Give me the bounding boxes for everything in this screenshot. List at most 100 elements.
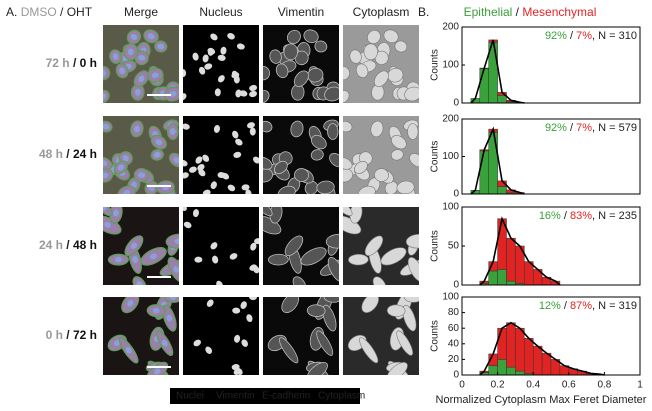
cell xyxy=(396,180,415,194)
bar-segment xyxy=(506,322,516,368)
dmso-label: DMSO xyxy=(21,5,57,19)
cell xyxy=(343,121,353,133)
annotation: 12% / 87%, N = 319 xyxy=(539,300,637,312)
nucleus xyxy=(235,138,243,146)
column-header: Vimentin xyxy=(278,5,324,19)
oht-label: / OHT xyxy=(57,5,93,19)
micrograph xyxy=(183,25,259,103)
cell xyxy=(355,63,369,78)
y-tick-label: 60 xyxy=(448,323,460,334)
micrograph xyxy=(103,297,179,375)
cells xyxy=(343,119,419,194)
separator: / xyxy=(567,30,576,42)
nucleus xyxy=(169,297,177,300)
cell xyxy=(386,304,406,317)
cells xyxy=(267,297,339,375)
cell xyxy=(279,337,299,364)
dmso-time: 0 h xyxy=(46,328,63,342)
nucleus xyxy=(127,48,134,56)
nucleus xyxy=(113,339,121,346)
nucleus xyxy=(103,69,106,77)
micrograph xyxy=(343,297,419,375)
nucleus xyxy=(130,33,138,41)
panel-a-header: A. DMSO / OHT xyxy=(6,5,93,19)
separator: / xyxy=(63,238,73,252)
cell xyxy=(294,168,309,182)
micrograph xyxy=(263,207,339,285)
nucleus xyxy=(253,156,259,164)
separator: / xyxy=(63,147,73,161)
cell xyxy=(403,297,419,303)
cells xyxy=(103,119,179,194)
cell xyxy=(361,297,379,313)
bar-segment xyxy=(541,352,552,376)
cell xyxy=(303,29,319,44)
dmso-time: 48 h xyxy=(39,147,63,161)
nucleus xyxy=(192,209,199,218)
cell xyxy=(380,247,407,266)
nucleus xyxy=(103,123,110,130)
micrograph xyxy=(263,297,339,375)
cell xyxy=(407,123,419,140)
cell xyxy=(349,49,362,64)
annotation: 92% / 7%, N = 310 xyxy=(545,30,637,42)
epithelial-pct: 92% xyxy=(545,122,567,134)
cell xyxy=(404,86,419,102)
nucleus xyxy=(249,90,257,98)
dmso-time: 24 h xyxy=(39,238,63,252)
cell xyxy=(329,153,339,168)
cell xyxy=(343,66,350,81)
nucleus xyxy=(152,307,160,314)
nucleus xyxy=(174,238,179,244)
cell xyxy=(286,29,301,45)
image-bg xyxy=(183,25,259,103)
nucleus xyxy=(127,299,134,307)
nucleus xyxy=(125,346,132,354)
panel-label: A. xyxy=(6,5,17,19)
y-tick-label: 100 xyxy=(442,151,459,162)
cell xyxy=(343,207,353,217)
nucleus xyxy=(138,75,145,82)
bar-segment xyxy=(497,95,507,104)
separator: / xyxy=(70,56,80,70)
bar-segment xyxy=(524,338,534,374)
nucleus xyxy=(134,88,141,96)
nucleus xyxy=(134,125,140,133)
y-tick-label: 0 xyxy=(453,280,459,291)
nucleus xyxy=(217,75,225,83)
cells xyxy=(263,29,339,103)
cell xyxy=(343,168,353,183)
nucleus xyxy=(194,256,203,263)
cell xyxy=(310,149,324,161)
nucleus xyxy=(217,54,226,61)
y-tick-label: 200 xyxy=(442,114,459,125)
nucleus xyxy=(252,265,259,274)
nucleus xyxy=(157,43,165,50)
x-tick-label: 1 xyxy=(637,380,643,391)
bar-segment xyxy=(515,370,525,376)
nucleus xyxy=(119,67,125,75)
cell xyxy=(310,134,327,150)
nucleus xyxy=(206,299,214,307)
cell xyxy=(363,43,378,61)
nucleus xyxy=(254,238,259,245)
oht-time: 48 h xyxy=(73,238,97,252)
cell xyxy=(396,330,414,356)
legend-entry: Vimentin xyxy=(216,391,255,402)
bar-segment xyxy=(488,365,498,376)
nucleus xyxy=(205,346,213,354)
cell xyxy=(372,276,387,285)
cell xyxy=(306,361,328,375)
nucleus xyxy=(103,93,107,101)
bar-segment xyxy=(497,359,507,376)
nucleus xyxy=(138,172,146,178)
cell xyxy=(359,337,379,364)
nucleus xyxy=(241,339,248,347)
separator: / xyxy=(63,328,73,342)
x-tick-label: 0.4 xyxy=(526,380,540,391)
cell xyxy=(263,90,270,103)
row-label: 0 h / 72 h xyxy=(46,328,97,342)
bar-segment xyxy=(479,150,489,195)
cell xyxy=(277,185,296,194)
nucleus xyxy=(232,307,241,314)
